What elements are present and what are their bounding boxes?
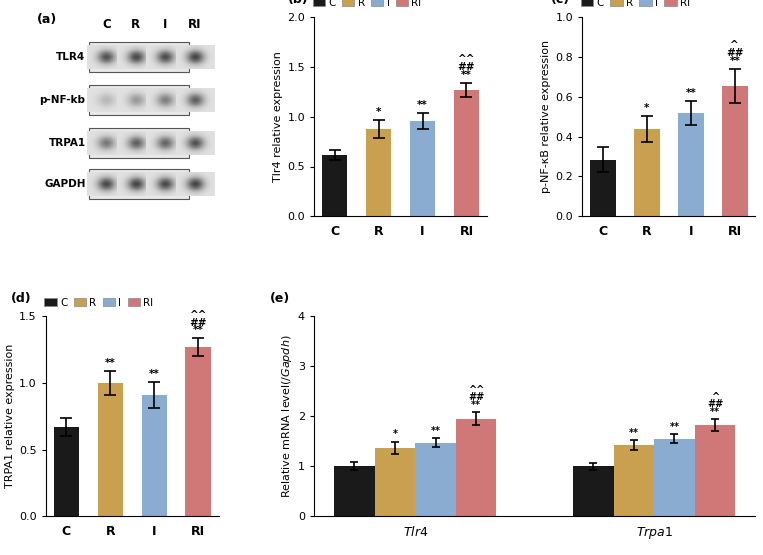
- Text: **: **: [105, 358, 116, 368]
- Bar: [694, 425, 736, 516]
- Text: (e): (e): [270, 292, 290, 305]
- Text: p-NF-kb: p-NF-kb: [40, 94, 85, 104]
- Text: ##: ##: [707, 400, 723, 410]
- Bar: [410, 120, 436, 216]
- Bar: [365, 129, 391, 216]
- Text: **: **: [149, 369, 159, 379]
- Text: GAPDH: GAPDH: [44, 179, 85, 189]
- Bar: [375, 448, 415, 516]
- Bar: [456, 419, 497, 516]
- Text: R: R: [131, 18, 140, 31]
- Text: **: **: [461, 69, 472, 79]
- Legend: C, R, I, RI: C, R, I, RI: [579, 0, 692, 10]
- Text: TRPA1: TRPA1: [49, 138, 85, 148]
- Text: (c): (c): [551, 0, 570, 6]
- Bar: [89, 169, 189, 199]
- Text: ##: ##: [468, 392, 485, 402]
- Bar: [573, 466, 613, 516]
- Bar: [89, 42, 189, 72]
- Text: (b): (b): [288, 0, 309, 6]
- Bar: [590, 159, 616, 216]
- Text: **: **: [472, 400, 481, 410]
- Text: ^^: ^^: [189, 310, 207, 320]
- Text: ^: ^: [730, 41, 739, 51]
- Text: C: C: [102, 18, 111, 31]
- Text: **: **: [193, 325, 204, 335]
- Bar: [654, 438, 694, 516]
- Bar: [89, 84, 189, 114]
- Text: *: *: [392, 430, 398, 440]
- Bar: [89, 128, 189, 158]
- Text: **: **: [430, 426, 440, 436]
- Text: *: *: [376, 107, 382, 117]
- Bar: [322, 154, 347, 216]
- Text: TLR4: TLR4: [56, 52, 85, 62]
- Y-axis label: p-NF-κB relative expression: p-NF-κB relative expression: [542, 40, 552, 193]
- Text: ##: ##: [189, 317, 207, 327]
- Text: (d): (d): [11, 292, 32, 305]
- Bar: [722, 85, 748, 216]
- Text: ^^: ^^: [468, 385, 485, 395]
- Text: **: **: [685, 88, 696, 98]
- Bar: [678, 113, 703, 216]
- Bar: [454, 89, 479, 216]
- Y-axis label: TRPA1 relative expression: TRPA1 relative expression: [5, 344, 15, 488]
- Text: I: I: [163, 18, 167, 31]
- Bar: [634, 129, 659, 216]
- Text: ##: ##: [458, 62, 475, 72]
- Text: **: **: [669, 422, 679, 432]
- Y-axis label: Tlr4 relative expression: Tlr4 relative expression: [273, 51, 283, 182]
- Text: (a): (a): [37, 13, 57, 26]
- Bar: [185, 347, 211, 516]
- Text: **: **: [710, 407, 720, 417]
- Bar: [415, 443, 456, 516]
- Bar: [142, 395, 167, 516]
- Text: **: **: [417, 99, 428, 109]
- Text: RI: RI: [188, 18, 201, 31]
- Text: *: *: [644, 103, 649, 113]
- Text: **: **: [629, 428, 639, 438]
- Text: **: **: [729, 56, 740, 65]
- Bar: [334, 466, 375, 516]
- Y-axis label: Relative mRNA level(/$\mathit{Gapdh}$): Relative mRNA level(/$\mathit{Gapdh}$): [280, 335, 294, 498]
- Bar: [98, 383, 123, 516]
- Legend: C, R, I, RI: C, R, I, RI: [42, 296, 156, 310]
- Text: ^: ^: [711, 392, 719, 402]
- Legend: C, R, I, RI: C, R, I, RI: [311, 0, 423, 10]
- Bar: [613, 445, 654, 516]
- Bar: [53, 427, 79, 516]
- Text: ^^: ^^: [458, 54, 475, 64]
- Text: ##: ##: [726, 48, 743, 58]
